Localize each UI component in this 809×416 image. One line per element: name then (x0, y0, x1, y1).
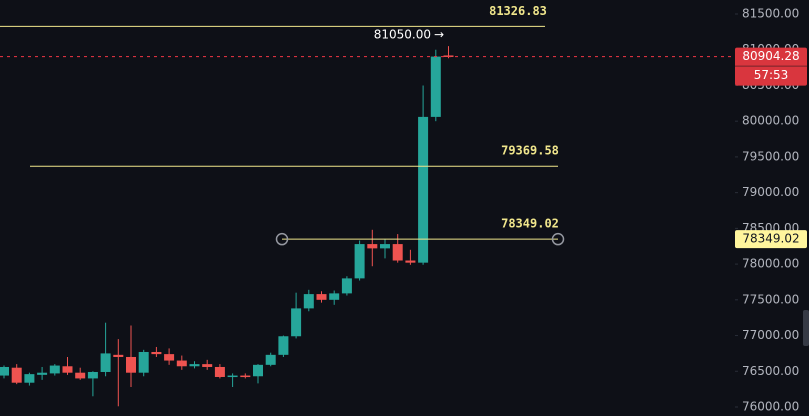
candle-body (380, 244, 390, 249)
candle-body (151, 351, 162, 355)
y-tick-label: 80000.00 (742, 114, 799, 128)
level-handle (551, 232, 565, 246)
candle-body (176, 360, 187, 367)
price-box (735, 47, 807, 86)
candle-body (11, 367, 22, 383)
candle-body (367, 244, 378, 249)
candle-body (430, 56, 441, 117)
candle-body (214, 366, 225, 377)
y-tick-label: 81500.00 (742, 7, 799, 21)
candle-body (164, 354, 175, 361)
level-axis-label: 78349.02 (742, 232, 799, 246)
level-label: 78349.02 (501, 217, 559, 231)
candle-body (303, 294, 314, 309)
candle-body (87, 371, 98, 379)
candle-body (278, 336, 289, 355)
candle-body (75, 372, 86, 379)
candle-body (253, 364, 263, 377)
candle-body (189, 364, 200, 367)
level-label: 81326.83 (489, 4, 547, 18)
y-tick-label: 78000.00 (742, 257, 799, 271)
level-label: 79369.58 (501, 144, 559, 158)
candle-body (138, 351, 149, 373)
y-tick-label: 79500.00 (742, 149, 799, 163)
candle-body (341, 278, 352, 294)
candle-body (316, 294, 327, 300)
level-axis-box (735, 230, 807, 249)
candle-body (418, 116, 429, 263)
high-marker-label: 81050.00 (374, 28, 431, 42)
candle-body (405, 260, 416, 263)
candle-body (126, 356, 136, 373)
candle-body (202, 364, 213, 367)
candle-body (0, 366, 9, 376)
level-handle (275, 232, 289, 246)
y-tick-label: 76000.00 (742, 399, 799, 413)
candle-body (227, 375, 238, 378)
candle-body (329, 293, 340, 300)
price-label: 80904.28 (742, 49, 799, 63)
y-tick-label: 79000.00 (742, 185, 799, 199)
candle-body (24, 374, 35, 383)
candle-body (265, 354, 276, 365)
y-tick-label: 76500.00 (742, 364, 799, 378)
y-tick-label: 77500.00 (742, 292, 799, 306)
countdown: 57:53 (754, 68, 789, 82)
candle-body (62, 366, 73, 373)
candle-body (100, 353, 111, 372)
candle-body (113, 354, 124, 357)
high-marker-arrow: → (434, 28, 444, 42)
y-tick-label: 77000.00 (742, 328, 799, 342)
candle-body (49, 365, 60, 374)
candle-body (392, 244, 403, 261)
candle-body (291, 308, 302, 337)
candle-body (37, 372, 48, 375)
candle-body (240, 375, 251, 378)
side-tab[interactable] (803, 310, 809, 346)
candle-body (354, 244, 365, 279)
